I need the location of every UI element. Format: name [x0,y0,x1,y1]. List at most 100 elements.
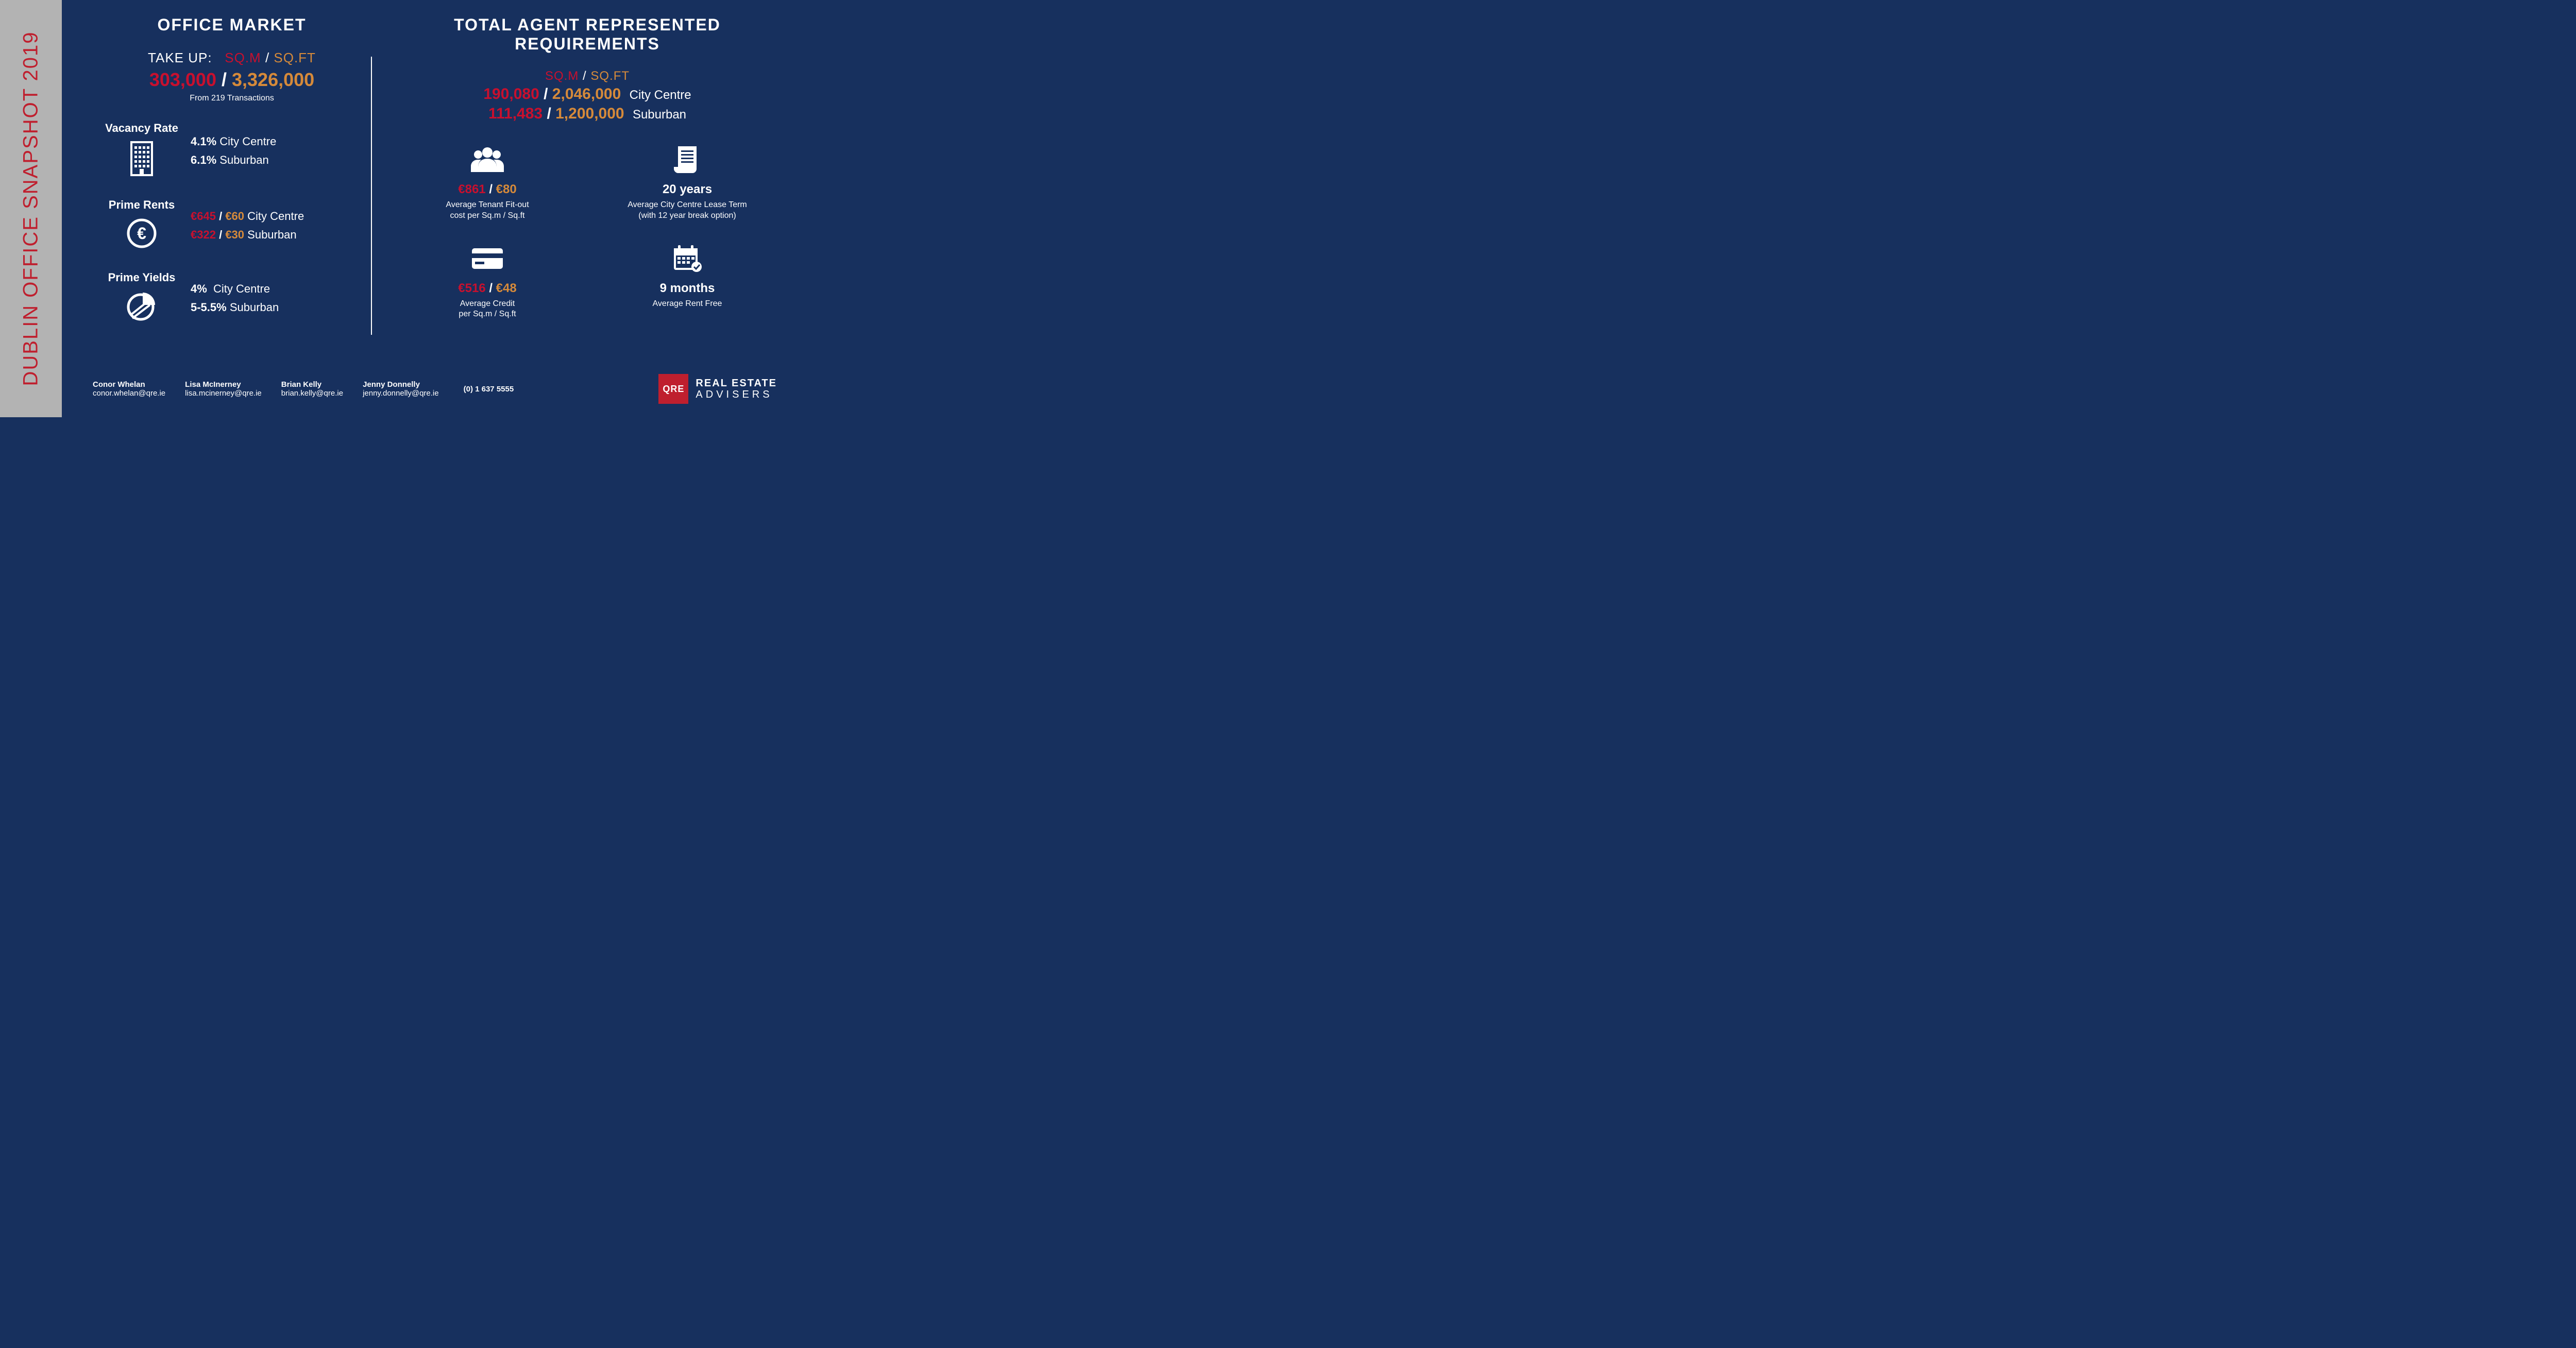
vacancy-row: Vacancy Rate [93,122,371,180]
rent-city-label: City Centre [247,210,304,223]
req-sub-sqft: 1,200,000 [555,105,624,122]
yield-city-label: City Centre [213,282,270,295]
slash: / [489,182,496,196]
stat-fitout: €861 / €80 Average Tenant Fit-out cost p… [398,143,577,221]
req-sub-row: 111,483 / 1,200,000 Suburban [398,105,777,123]
slash: / [583,69,590,83]
credit-desc: Average Credit per Sq.m / Sq.ft [398,299,577,320]
rent-sub-sqft: €30 [225,228,244,241]
credit-sqft: €48 [496,281,517,295]
prime-yields-values: 4% City Centre 5-5.5% Suburban [191,280,279,316]
prime-yields-title: Prime Yields [93,271,191,284]
takeup-sqm: 303,000 [149,69,216,90]
slash: / [219,228,225,241]
prime-rents-row: Prime Rents € €645 / €60 City Centre [93,198,371,252]
building-icon [93,140,191,180]
contact-email: jenny.donnelly@qre.ie [363,389,439,398]
prime-yields-row: Prime Yields 4% City Centre 5-5.5% Subur… [93,271,371,325]
requirements-section: TOTAL AGENT REPRESENTED REQUIREMENTS SQ.… [372,15,777,355]
contact-3: Jenny Donnelly jenny.donnelly@qre.ie [363,380,439,398]
unit-sqft: SQ.FT [274,50,316,65]
slash: / [222,69,232,90]
fitout-sqm: €861 [458,182,485,196]
vacancy-sub-value: 6.1% [191,153,216,166]
req-unit-sqft: SQ.FT [590,69,630,83]
fitout-desc: Average Tenant Fit-out cost per Sq.m / S… [398,200,577,221]
prime-rents-values: €645 / €60 City Centre €322 / €30 Suburb… [191,207,304,243]
fitout-value: €861 / €80 [398,182,577,197]
logo: QRE REAL ESTATE ADVISERS [658,374,777,404]
pie-chart-icon [93,289,191,325]
vacancy-title: Vacancy Rate [93,122,191,135]
takeup-sqft: 3,326,000 [232,69,314,90]
prime-rents-title: Prime Rents [93,198,191,212]
rent-free-value: 9 months [598,281,777,296]
takeup-label-row: TAKE UP: SQ.M / SQ.FT [93,50,371,66]
vacancy-city-label: City Centre [219,135,276,148]
stat-lease-term: 20 years Average City Centre Lease Term … [598,143,777,221]
office-market-section: OFFICE MARKET TAKE UP: SQ.M / SQ.FT 303,… [93,15,371,355]
credit-card-icon [398,242,577,275]
lease-term-desc: Average City Centre Lease Term (with 12 … [598,200,777,221]
yield-sub-label: Suburban [230,301,279,314]
slash: / [544,86,552,103]
slash: / [547,105,555,122]
contact-name: Lisa McInerney [185,380,262,389]
vacancy-city-value: 4.1% [191,135,216,148]
euro-icon: € [93,217,191,252]
transactions-note: From 219 Transactions [93,94,371,103]
contact-email: lisa.mcinerney@qre.ie [185,389,262,398]
rent-free-desc: Average Rent Free [598,299,777,310]
fitout-sqft: €80 [496,182,517,196]
slash: / [265,50,274,65]
credit-desc-l2: per Sq.m / Sq.ft [459,310,516,318]
vacancy-sub-label: Suburban [219,153,268,166]
req-city-label: City Centre [630,88,691,102]
main-content: OFFICE MARKET TAKE UP: SQ.M / SQ.FT 303,… [62,0,798,417]
document-icon [598,143,777,176]
rent-sub-sqm: €322 [191,228,216,241]
req-units: SQ.M / SQ.FT [398,69,777,83]
lease-term-desc-l1: Average City Centre Lease Term [628,200,747,209]
takeup-label: TAKE UP: [148,50,212,65]
contact-name: Brian Kelly [281,380,343,389]
logo-text: REAL ESTATE ADVISERS [696,378,777,400]
req-sub-label: Suburban [633,108,686,122]
yield-sub-value: 5-5.5% [191,301,227,314]
rent-sub-label: Suburban [247,228,296,241]
contact-2: Brian Kelly brian.kelly@qre.ie [281,380,343,398]
lease-term-desc-l2: (with 12 year break option) [638,211,736,220]
requirements-title: TOTAL AGENT REPRESENTED REQUIREMENTS [398,15,777,54]
unit-sqm: SQ.M [225,50,261,65]
credit-value: €516 / €48 [398,281,577,296]
logo-square: QRE [658,374,688,404]
sidebar: DUBLIN OFFICE SNAPSHOT 2019 [0,0,62,417]
office-market-title: OFFICE MARKET [93,15,371,35]
req-city-row: 190,080 / 2,046,000 City Centre [398,86,777,103]
people-icon [398,143,577,176]
contact-name: Conor Whelan [93,380,165,389]
req-city-sqft: 2,046,000 [552,86,621,103]
yield-city-value: 4% [191,282,207,295]
phone-number: (0) 1 637 5555 [464,385,514,394]
slash: / [219,210,225,223]
req-city-sqm: 190,080 [483,86,539,103]
logo-line2: ADVISERS [696,389,777,400]
logo-line1: REAL ESTATE [696,378,777,389]
contact-email: brian.kelly@qre.ie [281,389,343,398]
rent-city-sqm: €645 [191,210,216,223]
stat-rent-free: 9 months Average Rent Free [598,242,777,320]
contact-0: Conor Whelan conor.whelan@qre.ie [93,380,165,398]
fitout-desc-l2: cost per Sq.m / Sq.ft [450,211,525,220]
credit-desc-l1: Average Credit [460,299,515,308]
stats-grid: €861 / €80 Average Tenant Fit-out cost p… [398,143,777,320]
fitout-desc-l1: Average Tenant Fit-out [446,200,529,209]
vacancy-values: 4.1% City Centre 6.1% Suburban [191,132,276,168]
req-unit-sqm: SQ.M [545,69,579,83]
footer: Conor Whelan conor.whelan@qre.ie Lisa Mc… [93,374,777,404]
svg-text:€: € [137,224,146,243]
lease-term-value: 20 years [598,182,777,197]
contact-1: Lisa McInerney lisa.mcinerney@qre.ie [185,380,262,398]
rent-city-sqft: €60 [225,210,244,223]
takeup-values: 303,000 / 3,326,000 [93,69,371,91]
